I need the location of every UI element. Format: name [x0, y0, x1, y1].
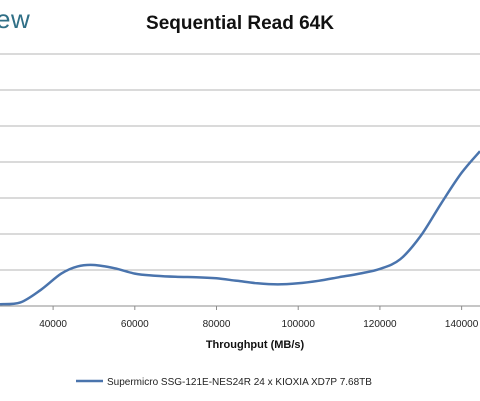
brand-logo-partial: ew — [0, 4, 31, 34]
legend: Supermicro SSG-121E-NES24R 24 x KIOXIA X… — [76, 377, 372, 388]
x-tick-labels: 40000 60000 80000 100000 120000 140000 — [39, 306, 479, 330]
x-tick-label: 120000 — [363, 319, 397, 330]
gridlines — [0, 53, 480, 307]
x-tick-label: 60000 — [121, 319, 149, 330]
series-layer — [0, 150, 480, 306]
x-tick-label: 100000 — [282, 319, 316, 330]
x-tick-label: 40000 — [39, 319, 67, 330]
chart-title: Sequential Read 64K — [146, 13, 334, 34]
series-line — [0, 150, 480, 306]
x-tick-label: 140000 — [445, 319, 479, 330]
x-axis-label: Throughput (MB/s) — [206, 339, 305, 351]
x-tick-label: 80000 — [203, 319, 231, 330]
legend-entry-label: Supermicro SSG-121E-NES24R 24 x KIOXIA X… — [107, 377, 372, 388]
